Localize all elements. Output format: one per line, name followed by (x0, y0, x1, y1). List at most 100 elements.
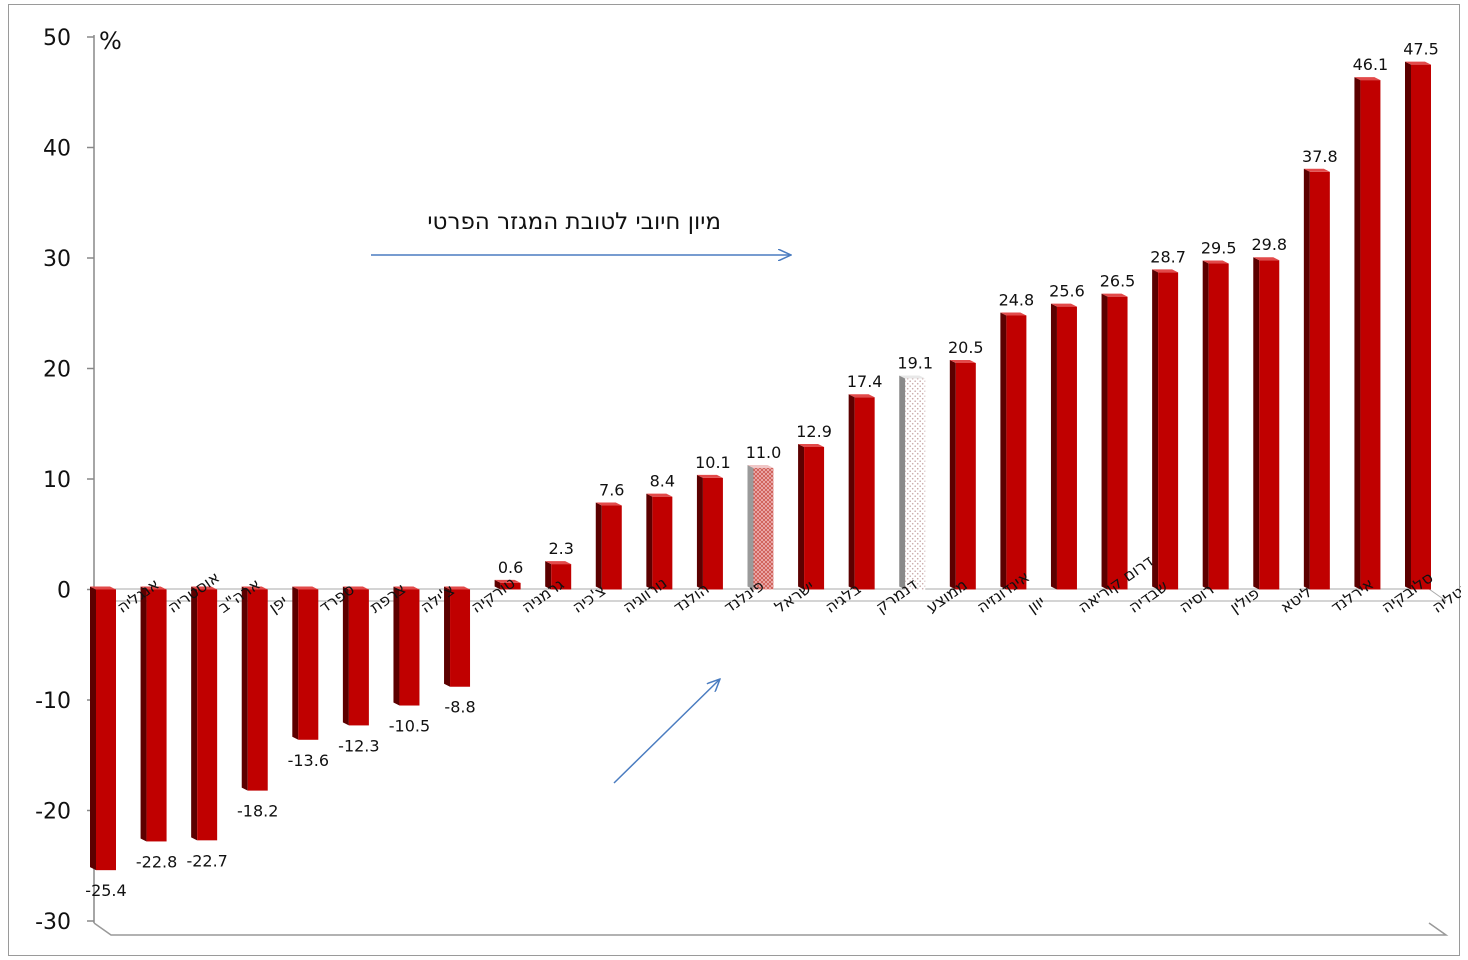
bar-front (500, 582, 521, 590)
bar (342, 586, 369, 726)
bar-front (1259, 260, 1280, 590)
value-label: 37.8 (1302, 147, 1338, 166)
bar (191, 586, 218, 841)
bar (1000, 312, 1027, 590)
bar-front (955, 362, 976, 590)
value-labels: -25.4 -22.8 -22.7 -18.2 -13.6 -12.3 -10.5 -8.8 0… (85, 40, 1439, 901)
bar (1253, 257, 1280, 590)
bar (848, 394, 875, 590)
bar-front (652, 496, 673, 590)
value-label: -12.3 (338, 736, 379, 755)
bar-side (393, 586, 400, 706)
bar (595, 502, 622, 590)
y-tick-label: 0 (57, 579, 71, 604)
unit-label: % (99, 27, 122, 55)
bar-front (1107, 296, 1128, 590)
bar-top (595, 502, 622, 506)
bar-top (696, 474, 723, 478)
bar-side (90, 586, 96, 871)
chart-frame: 50 40 30 20 10 0 -10 -20 -30 -25.4 -22.8 -22.7 -18.… (8, 4, 1461, 956)
category-label: יוון (1024, 592, 1049, 617)
y-tick-label: 50 (43, 26, 71, 51)
value-label: -25.4 (85, 881, 126, 900)
value-label: 29.5 (1201, 239, 1237, 258)
bar-top (1202, 260, 1229, 264)
bar (1405, 61, 1431, 590)
bar-side (1101, 293, 1108, 590)
bar-side (1303, 168, 1310, 590)
bar-top (646, 493, 673, 497)
bar-front (146, 589, 167, 842)
value-label: -18.2 (237, 802, 278, 821)
bar-top (444, 586, 471, 590)
value-label: 7.6 (599, 481, 624, 500)
value-label: -13.6 (288, 751, 329, 770)
bar-top (1050, 303, 1077, 307)
bar-side (696, 474, 703, 590)
bar-top (798, 443, 825, 447)
bar (646, 493, 673, 590)
bar-chart: 50 40 30 20 10 0 -10 -20 -30 -25.4 -22.8 -22.7 -18.… (35, 26, 1461, 936)
bar-front (96, 589, 116, 871)
y-tick-label: 10 (43, 468, 71, 493)
category-label: נורווגיה (619, 573, 670, 617)
bar-side (1000, 312, 1007, 590)
value-label: 0.6 (498, 558, 523, 577)
bar-front (1006, 315, 1027, 590)
bar-side (646, 493, 653, 590)
value-label: 47.5 (1403, 40, 1439, 59)
category-label: ישראל (771, 576, 818, 617)
value-label: 29.8 (1251, 235, 1287, 254)
bar-top (342, 586, 369, 590)
bar (1050, 303, 1077, 590)
value-label: 28.7 (1150, 247, 1186, 266)
bar-side (848, 394, 855, 590)
bar-side (292, 586, 299, 740)
bar (545, 561, 572, 590)
bar-side (1253, 257, 1260, 590)
value-label: 24.8 (999, 290, 1035, 309)
value-label: 20.5 (948, 338, 984, 357)
bar-side (1405, 61, 1411, 590)
bar (1354, 77, 1381, 590)
bar-front (804, 446, 825, 590)
category-label: פינלנד (720, 576, 767, 617)
bar (1152, 269, 1179, 590)
bar-side (949, 359, 956, 590)
value-label: 17.4 (847, 372, 883, 391)
y-tick-label: -30 (35, 910, 71, 935)
bar (899, 375, 926, 590)
y-tick-label: 20 (43, 358, 71, 383)
bar-side (899, 375, 906, 590)
bar-front (601, 505, 622, 590)
bar (140, 586, 167, 842)
bar-top (1101, 293, 1128, 297)
bar-top (545, 561, 572, 565)
bar (798, 443, 825, 590)
bar-top (848, 394, 875, 398)
value-label: 46.1 (1353, 55, 1389, 74)
bar-front (702, 477, 723, 590)
y-ticks: 50 40 30 20 10 0 -10 -20 -30 (35, 26, 94, 935)
value-label: -10.5 (389, 717, 430, 736)
bar-top (1354, 77, 1381, 81)
bar (393, 586, 420, 706)
bar-front (753, 467, 774, 590)
bar (90, 586, 116, 871)
bar-top (949, 359, 976, 363)
bar (1202, 260, 1229, 590)
value-label: 2.3 (548, 539, 573, 558)
bar-front (450, 589, 471, 687)
value-label: 8.4 (650, 472, 675, 491)
y-tick-label: 30 (43, 247, 71, 272)
bar-front (348, 589, 369, 726)
bar-front (854, 397, 875, 590)
value-label: 12.9 (796, 422, 832, 441)
value-label: 25.6 (1049, 282, 1085, 301)
bar-side (342, 586, 349, 726)
annotation-text: מיון חיובי לטובת המגזר הפרטי (427, 209, 721, 235)
category-label: אירלנד (1327, 574, 1377, 617)
bars (90, 61, 1431, 871)
category-label: טורקיה (467, 573, 518, 617)
zero-baseline-side (1428, 588, 1447, 602)
